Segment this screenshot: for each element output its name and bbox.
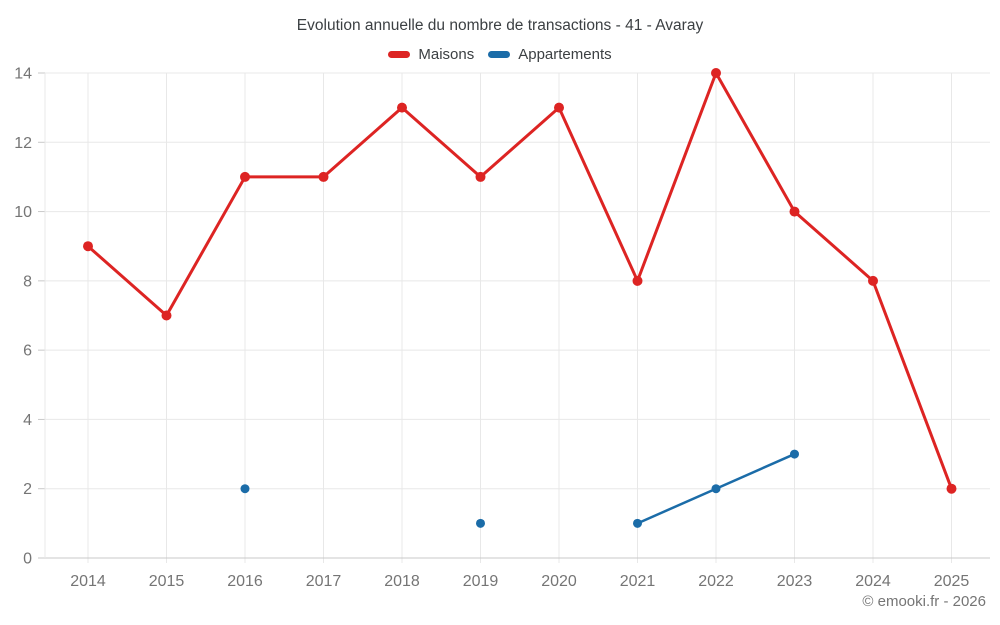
maisons-legend-label: Maisons xyxy=(418,46,475,63)
x-tick-label: 2018 xyxy=(384,573,420,590)
x-tick-label: 2015 xyxy=(149,573,185,590)
maisons-point[interactable] xyxy=(868,275,878,286)
y-tick-label: 8 xyxy=(23,273,32,290)
maisons-point[interactable] xyxy=(83,241,93,252)
maisons-point[interactable] xyxy=(946,483,957,494)
y-tick-label: 0 xyxy=(23,551,32,568)
appartements-point[interactable] xyxy=(711,484,721,494)
appartements-point[interactable] xyxy=(240,484,250,494)
appartements-point[interactable] xyxy=(476,518,485,528)
x-tick-label: 2024 xyxy=(855,573,891,590)
maisons-line xyxy=(86,71,953,491)
appartements-point[interactable] xyxy=(633,518,642,528)
y-tick-label: 6 xyxy=(23,343,32,360)
x-tick-label: 2016 xyxy=(227,573,263,590)
x-tick-label: 2019 xyxy=(463,573,499,590)
chart-legend: Maisons Appartements xyxy=(0,46,1000,63)
x-tick-label: 2021 xyxy=(620,573,656,590)
appartements-legend-label: Appartements xyxy=(518,46,612,63)
maisons-point[interactable] xyxy=(632,275,643,286)
maisons-point[interactable] xyxy=(554,102,564,113)
y-tick-label: 14 xyxy=(14,66,32,83)
x-tick-label: 2017 xyxy=(306,573,342,590)
appartements-legend-swatch-icon xyxy=(488,51,511,58)
y-tick-label: 2 xyxy=(23,481,32,498)
maisons-point[interactable] xyxy=(711,68,721,78)
y-tick-label: 10 xyxy=(14,204,32,221)
maisons-point[interactable] xyxy=(397,102,407,113)
maisons-point[interactable] xyxy=(240,171,250,182)
x-tick-label: 2022 xyxy=(698,573,734,590)
appartements-point[interactable] xyxy=(790,449,799,459)
x-tick-label: 2020 xyxy=(541,573,577,590)
legend-item-appartements[interactable]: Appartements xyxy=(488,46,612,63)
maisons-point[interactable] xyxy=(161,310,172,321)
maisons-point[interactable] xyxy=(789,206,800,217)
x-tick-label: 2014 xyxy=(70,573,106,590)
copyright-text: © emooki.fr - 2026 xyxy=(862,593,986,610)
maisons-legend-swatch-icon xyxy=(388,51,411,58)
x-tick-label: 2023 xyxy=(777,573,813,590)
y-tick-label: 4 xyxy=(23,412,32,429)
maisons-point[interactable] xyxy=(475,171,486,182)
chart-title: Evolution annuelle du nombre de transact… xyxy=(296,17,704,34)
y-tick-label: 12 xyxy=(14,135,32,152)
x-tick-label: 2025 xyxy=(934,573,970,590)
maisons-point[interactable] xyxy=(318,171,329,182)
legend-item-maisons[interactable]: Maisons xyxy=(388,46,474,63)
